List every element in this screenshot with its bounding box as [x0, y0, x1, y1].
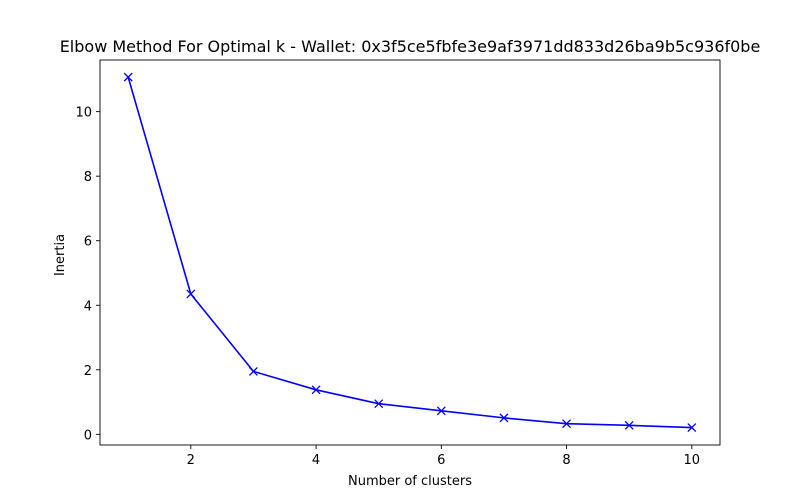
plot-area: 2 4 6 8 10 0 2 4 6 8 10 — [75, 59, 721, 468]
y-tick-label: 4 — [84, 299, 92, 314]
x-tick-label: 2 — [187, 453, 195, 468]
data-point-marker — [123, 72, 133, 82]
x-tick-label: 10 — [684, 453, 701, 468]
data-point-marker — [186, 289, 196, 299]
chart-title: Elbow Method For Optimal k - Wallet: 0x3… — [60, 37, 761, 56]
x-tick-label: 6 — [437, 453, 445, 468]
x-axis-label: Number of clusters — [348, 474, 472, 489]
data-point-marker — [248, 366, 258, 376]
data-point-marker — [624, 420, 634, 430]
y-tick-label: 0 — [84, 428, 92, 443]
y-axis-label: Inertia — [53, 234, 68, 276]
y-tick-label: 6 — [84, 235, 92, 250]
y-tick-label: 10 — [75, 106, 92, 121]
data-point-marker — [311, 385, 321, 395]
data-point-marker — [499, 413, 509, 423]
y-tick-label: 8 — [84, 170, 92, 185]
data-point-marker — [687, 423, 697, 433]
y-tick-label: 2 — [84, 364, 92, 379]
data-point-marker — [436, 406, 446, 416]
data-point-marker — [562, 419, 572, 429]
axes-frame — [99, 59, 721, 446]
x-tick-label: 4 — [312, 453, 320, 468]
series-line-0 — [127, 76, 692, 429]
data-point-marker — [374, 399, 384, 409]
x-tick-label: 8 — [562, 453, 570, 468]
